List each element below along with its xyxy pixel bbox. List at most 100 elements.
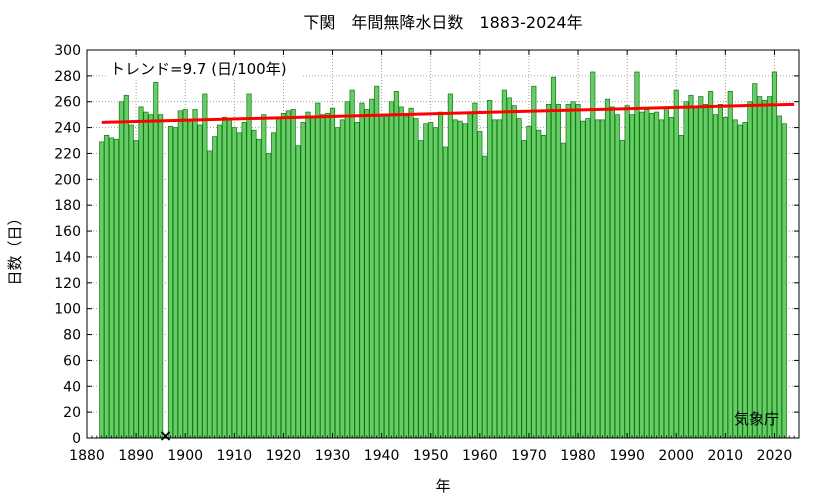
x-tick-label: 1880 xyxy=(69,448,105,464)
x-tick-label: 1890 xyxy=(118,448,154,464)
bar-1941 xyxy=(383,114,390,439)
bar-1957 xyxy=(462,123,468,439)
bar-1902 xyxy=(192,109,198,439)
bar-2011 xyxy=(727,91,733,439)
x-tick-label: 1950 xyxy=(413,448,449,464)
bar-1928 xyxy=(320,114,326,439)
bar-1966 xyxy=(506,97,512,439)
bar-1940 xyxy=(379,114,385,439)
bar-1938 xyxy=(369,98,375,439)
x-tick-label: 2020 xyxy=(757,448,793,464)
y-tick-label: 300 xyxy=(54,43,81,59)
bar-1890 xyxy=(133,140,139,439)
bar-1893 xyxy=(148,114,154,439)
x-tick-label: 1910 xyxy=(216,448,252,464)
bar-1972 xyxy=(536,129,542,439)
bar-1971 xyxy=(531,85,537,439)
bar-1934 xyxy=(349,89,355,439)
bar-2013 xyxy=(737,124,743,439)
y-tick-label: 280 xyxy=(54,69,81,85)
trend-line xyxy=(101,102,795,124)
bar-1929 xyxy=(325,113,331,439)
bar-1916 xyxy=(261,114,267,439)
bar-2017 xyxy=(757,96,763,439)
bar-1990 xyxy=(624,105,630,439)
x-tick-label: 1940 xyxy=(364,448,400,464)
bar-1930 xyxy=(329,107,336,439)
y-tick-label: 160 xyxy=(54,224,81,240)
y-tick-label: 120 xyxy=(54,276,81,292)
bar-1910 xyxy=(231,127,237,439)
y-tick-label: 80 xyxy=(63,328,81,344)
bar-1955 xyxy=(452,119,458,439)
bar-1924 xyxy=(300,122,306,439)
bar-1908 xyxy=(221,116,228,439)
bar-1973 xyxy=(541,135,547,439)
bar-2019 xyxy=(766,96,773,439)
bar-2018 xyxy=(762,100,768,439)
bar-1975 xyxy=(550,76,557,439)
bar-1952 xyxy=(437,111,444,439)
bar-1969 xyxy=(521,140,527,439)
bar-1959 xyxy=(472,102,478,439)
chart-title: 下関 年間無降水日数 1883-2024年 xyxy=(303,13,582,32)
bar-1894 xyxy=(153,81,159,439)
bar-1891 xyxy=(138,106,144,439)
x-axis-label: 年 xyxy=(435,477,450,495)
bar-1946 xyxy=(408,107,414,439)
bar-1885 xyxy=(108,137,115,439)
bar-2005 xyxy=(698,96,704,439)
bar-2003 xyxy=(688,94,694,439)
trend-label-bg xyxy=(106,58,302,80)
y-axis-label: 日数（日） xyxy=(6,210,24,285)
bar-1948 xyxy=(418,140,424,439)
x-tick-label: 2000 xyxy=(658,448,694,464)
y-tick-label: 240 xyxy=(54,121,81,137)
bar-2007 xyxy=(708,91,714,439)
bar-1918 xyxy=(271,132,277,439)
bar-1996 xyxy=(654,111,660,439)
bar-2021 xyxy=(776,115,782,439)
bar-1903 xyxy=(197,124,203,439)
bar-1884 xyxy=(104,135,110,439)
bar-1962 xyxy=(487,100,493,439)
y-tick-label: 20 xyxy=(63,405,81,421)
bar-1949 xyxy=(423,123,429,439)
bar-1909 xyxy=(226,119,232,439)
bar-1987 xyxy=(609,106,615,439)
bar-1986 xyxy=(604,98,611,439)
bar-1892 xyxy=(143,111,149,439)
bar-1923 xyxy=(295,145,301,439)
bar-1942 xyxy=(388,101,394,439)
bar-2002 xyxy=(683,101,689,439)
bar-1917 xyxy=(266,153,272,439)
bar-1977 xyxy=(560,142,566,439)
plot-frame xyxy=(86,49,800,439)
bar-1911 xyxy=(236,132,242,439)
bar-2016 xyxy=(752,83,758,439)
bar-1900 xyxy=(182,109,188,439)
bar-1989 xyxy=(619,140,625,439)
trend-line-group xyxy=(101,102,795,124)
bar-1961 xyxy=(482,155,488,439)
bar-1883 xyxy=(99,141,105,439)
bar-2006 xyxy=(703,103,709,439)
bar-1945 xyxy=(403,115,409,439)
bar-1912 xyxy=(241,122,247,439)
bar-2020 xyxy=(771,71,778,439)
bar-1978 xyxy=(565,103,571,439)
bar-2000 xyxy=(673,89,679,439)
x-tick-label: 1900 xyxy=(167,448,203,464)
bar-2014 xyxy=(742,122,748,439)
bar-1895 xyxy=(158,114,164,439)
bar-1887 xyxy=(118,101,124,439)
y-tick-label: 100 xyxy=(54,302,81,318)
bar-1897 xyxy=(167,125,174,439)
bar-1967 xyxy=(511,105,517,439)
y-tick-label: 260 xyxy=(54,95,81,111)
bar-1907 xyxy=(217,124,223,439)
bar-1944 xyxy=(398,106,404,439)
bar-1983 xyxy=(590,71,596,439)
bar-1950 xyxy=(428,122,434,439)
